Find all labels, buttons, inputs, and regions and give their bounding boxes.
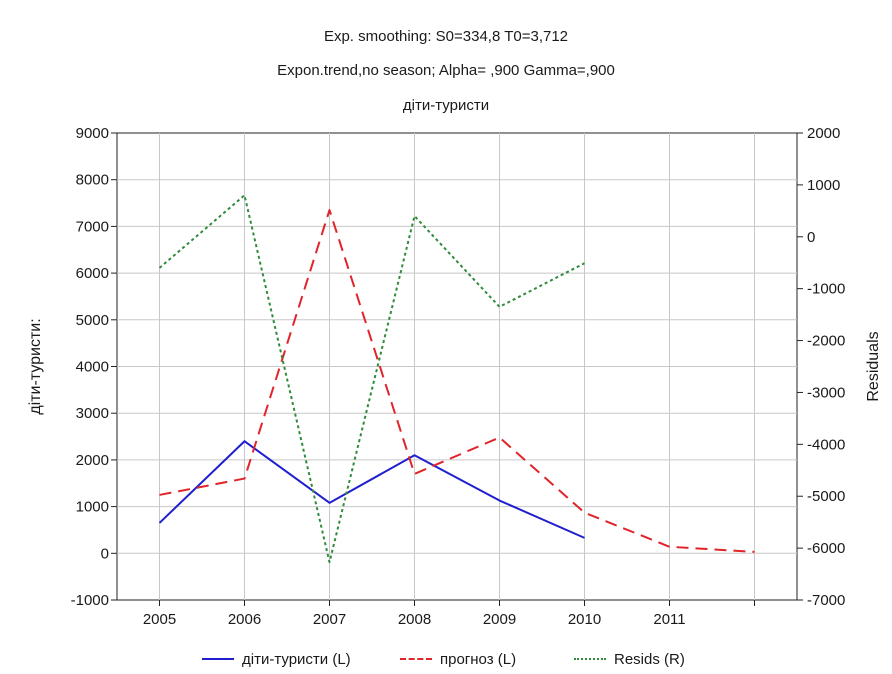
- legend-label: прогноз (L): [440, 650, 517, 668]
- legend-label: діти-туристи (L): [242, 650, 351, 668]
- x-tick-label: 2010: [568, 611, 601, 628]
- legend-swatch-dashed: [400, 658, 432, 660]
- y-tick-label-left: -1000: [71, 592, 109, 609]
- y-tick-label-left: 8000: [76, 172, 109, 189]
- legend-swatch-dotted: [574, 658, 606, 660]
- y-tick-label-right: -4000: [807, 436, 845, 453]
- y-tick-label-right: -3000: [807, 384, 845, 401]
- grid-lines: [111, 132, 803, 606]
- legend-item-series-2: прогноз (L): [400, 650, 516, 668]
- y-tick-label-left: 9000: [76, 125, 109, 142]
- x-tick-label: 2008: [398, 611, 431, 628]
- x-tick-label: 2005: [143, 611, 176, 628]
- y-tick-label-right: -1000: [807, 281, 845, 298]
- y-tick-label-right: -6000: [807, 540, 845, 557]
- y-tick-label-right: 1000: [807, 177, 840, 194]
- series-line-2: [159, 209, 755, 553]
- y-tick-label-left: 4000: [76, 359, 109, 376]
- legend-label: Resids (R): [614, 650, 685, 668]
- x-tick-label: 2011: [653, 611, 685, 628]
- y-tick-label-right: -7000: [807, 592, 845, 609]
- legend-swatch-solid: [202, 658, 234, 660]
- y-axis-left-label: діти-туристи:: [27, 318, 44, 414]
- y-tick-label-left: 0: [101, 545, 109, 562]
- y-tick-label-right: -2000: [807, 333, 845, 350]
- series-line-1: [158, 440, 585, 539]
- y-tick-label-left: 2000: [76, 452, 109, 469]
- y-tick-label-right: -5000: [807, 488, 845, 505]
- y-tick-label-left: 3000: [76, 405, 109, 422]
- chart-title: Exp. smoothing: S0=334,8 T0=3,712: [323, 28, 569, 45]
- tick-labels: -1000 0 1000 2000 3000 4000 5000 6000 7000 8000 90…: [71, 125, 846, 628]
- x-tick-label: 2006: [228, 611, 261, 628]
- series-title: діти-туристи: [402, 97, 490, 114]
- y-tick-label-left: 1000: [76, 499, 109, 516]
- legend-item-series-1: діти-туристи (L): [202, 650, 351, 668]
- legend-item-series-3: Resids (R): [574, 650, 685, 668]
- x-tick-label: 2009: [483, 611, 516, 628]
- y-axis-right-label: Residuals: [865, 331, 882, 401]
- y-tick-label-right: 0: [807, 229, 815, 246]
- y-tick-label-left: 7000: [76, 218, 109, 235]
- y-tick-label-left: 6000: [76, 265, 109, 282]
- y-tick-label-right: 2000: [807, 125, 840, 142]
- series-lines: [158, 194, 755, 564]
- y-tick-label-left: 5000: [76, 312, 109, 329]
- series-line-3: [158, 194, 585, 564]
- chart-subtitle: Expon.trend,no season; Alpha= ,900 Gamma…: [277, 62, 615, 79]
- x-tick-label: 2007: [313, 611, 346, 628]
